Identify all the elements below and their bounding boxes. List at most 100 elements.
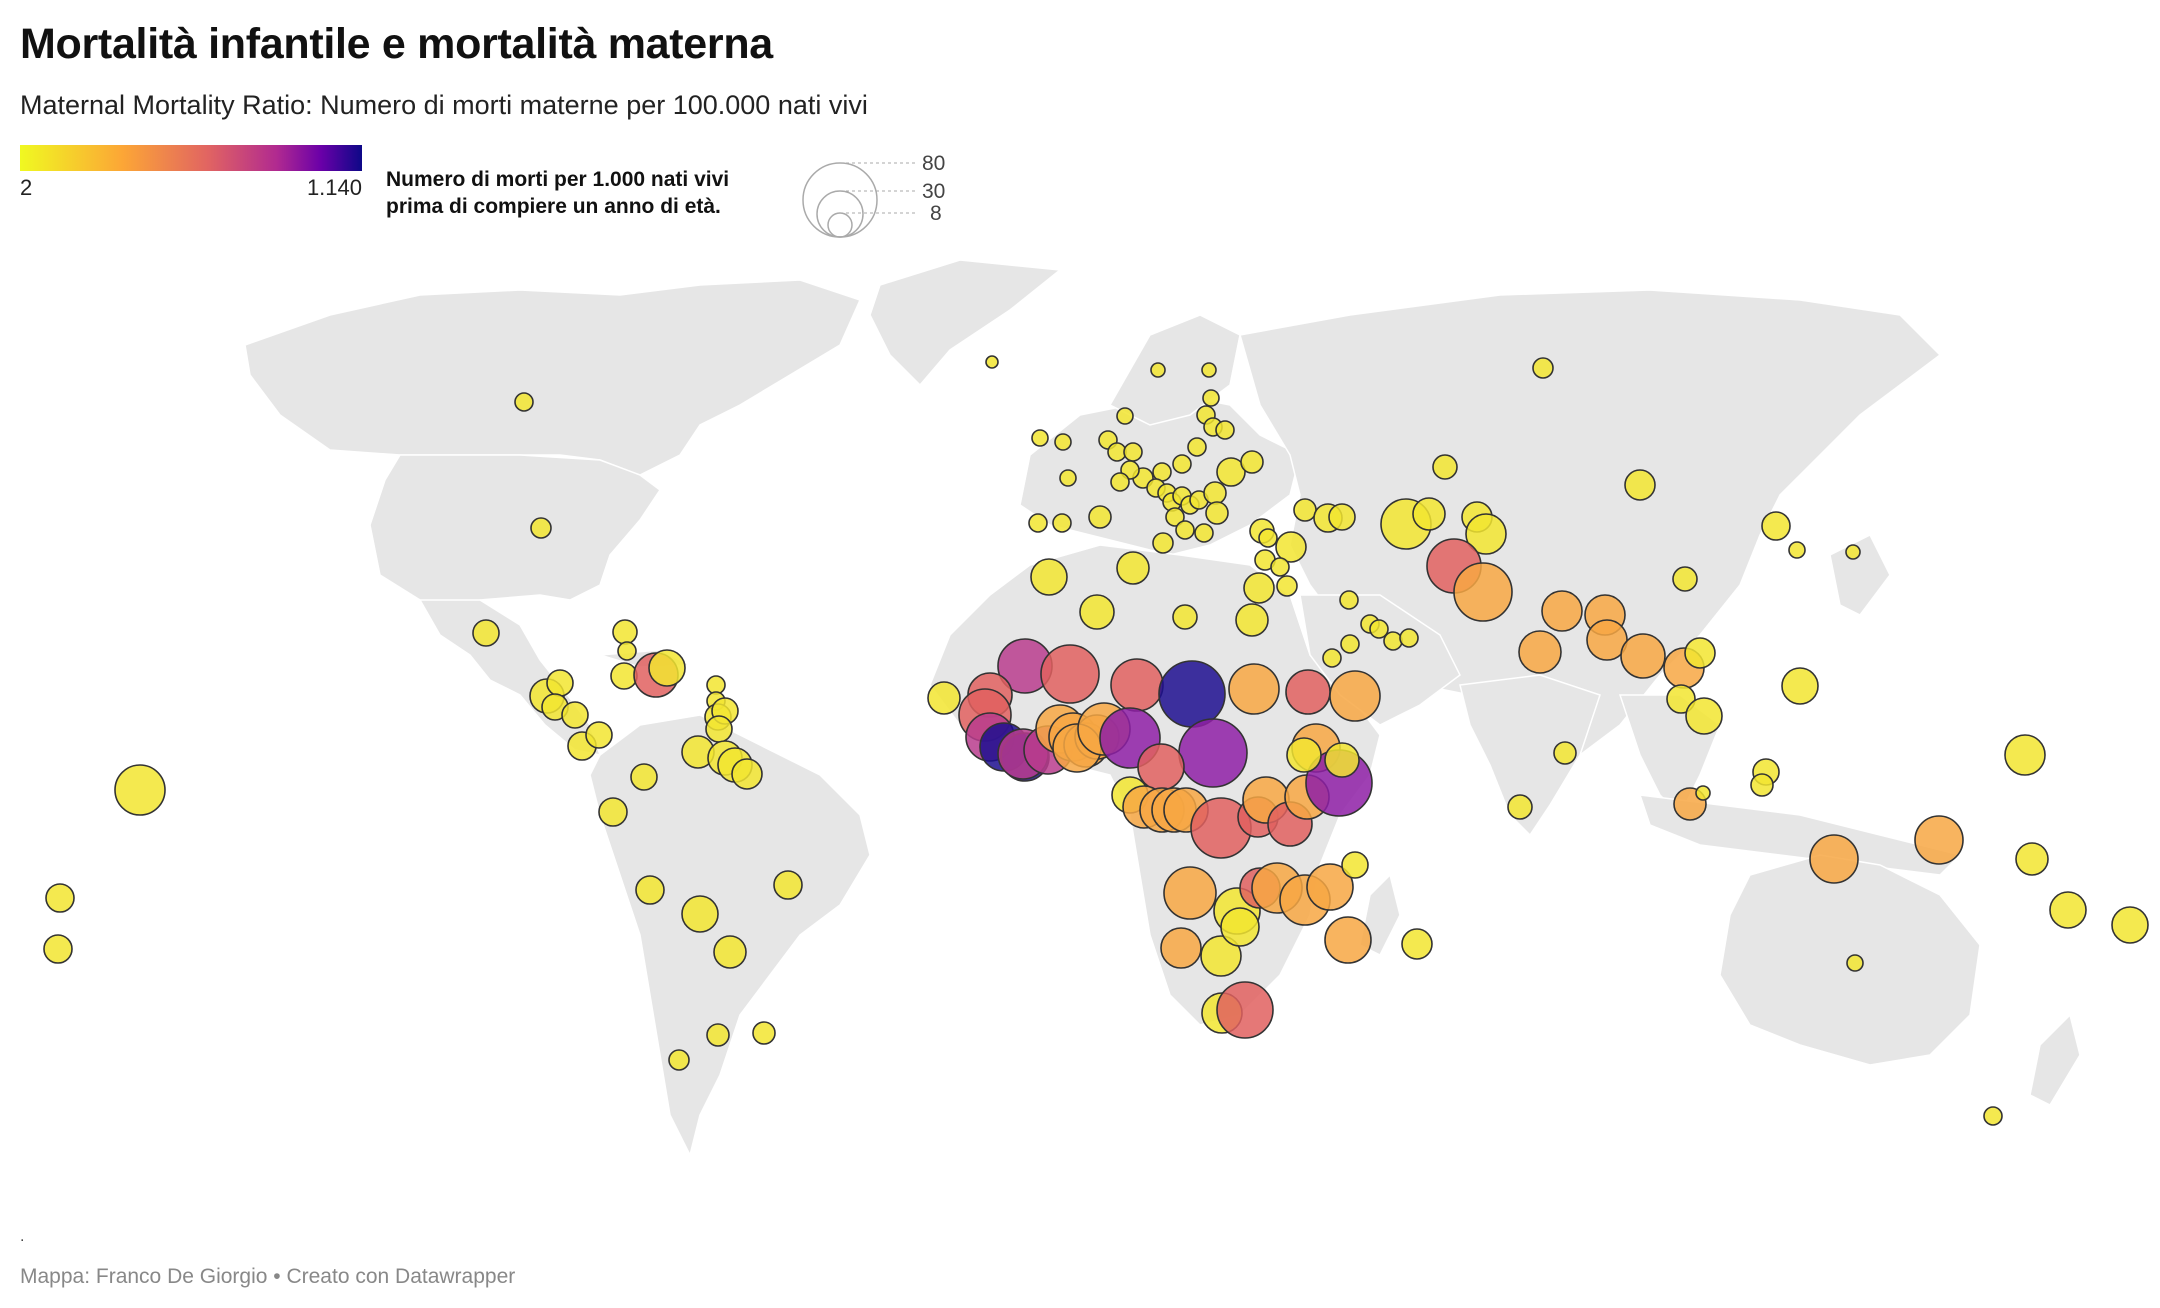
country-bubble[interactable]: [472, 619, 500, 647]
country-bubble[interactable]: [1324, 916, 1372, 964]
country-bubble[interactable]: [1465, 513, 1507, 555]
country-bubble[interactable]: [1220, 907, 1260, 947]
country-bubble[interactable]: [648, 649, 686, 687]
country-bubble[interactable]: [1031, 429, 1049, 447]
country-bubble[interactable]: [1306, 863, 1354, 911]
country-bubble[interactable]: [1030, 558, 1068, 596]
country-bubble[interactable]: [1322, 648, 1342, 668]
country-bubble[interactable]: [1187, 437, 1207, 457]
country-bubble[interactable]: [1163, 866, 1217, 920]
country-bubble[interactable]: [1809, 834, 1859, 884]
country-bubble[interactable]: [1340, 634, 1360, 654]
country-bubble[interactable]: [2015, 842, 2049, 876]
country-bubble[interactable]: [1788, 541, 1806, 559]
country-bubble[interactable]: [1172, 604, 1198, 630]
country-bubble[interactable]: [1165, 507, 1185, 527]
country-bubble[interactable]: [706, 1023, 730, 1047]
country-bubble[interactable]: [1684, 637, 1716, 669]
country-bubble[interactable]: [45, 883, 75, 913]
country-bubble[interactable]: [1761, 511, 1791, 541]
country-bubble[interactable]: [985, 355, 999, 369]
country-bubble[interactable]: [1750, 773, 1774, 797]
country-bubble[interactable]: [1137, 743, 1185, 791]
country-bubble[interactable]: [1110, 658, 1164, 712]
country-bubble[interactable]: [1160, 927, 1202, 969]
country-bubble[interactable]: [630, 763, 658, 791]
country-bubble[interactable]: [617, 641, 637, 661]
country-bubble[interactable]: [1202, 389, 1220, 407]
country-bubble[interactable]: [2111, 906, 2149, 944]
country-bubble[interactable]: [1914, 815, 1964, 865]
country-bubble[interactable]: [773, 870, 803, 900]
country-bubble[interactable]: [1401, 928, 1433, 960]
country-bubble[interactable]: [612, 619, 638, 645]
country-bubble[interactable]: [1293, 498, 1317, 522]
country-bubble[interactable]: [1152, 532, 1174, 554]
country-bubble[interactable]: [2049, 891, 2087, 929]
country-bubble[interactable]: [114, 764, 166, 816]
country-bubble[interactable]: [1532, 357, 1554, 379]
country-bubble[interactable]: [43, 934, 73, 964]
country-bubble[interactable]: [1276, 575, 1298, 597]
country-bubble[interactable]: [1695, 785, 1711, 801]
country-bubble[interactable]: [1275, 531, 1307, 563]
country-bubble[interactable]: [681, 895, 719, 933]
country-bubble[interactable]: [1079, 594, 1115, 630]
country-bubble[interactable]: [731, 758, 763, 790]
country-bubble[interactable]: [1116, 551, 1150, 585]
country-bubble[interactable]: [1369, 619, 1389, 639]
country-bubble[interactable]: [1507, 794, 1533, 820]
country-bubble[interactable]: [1328, 503, 1356, 531]
country-bubble[interactable]: [1172, 454, 1192, 474]
country-bubble[interactable]: [1216, 981, 1274, 1039]
country-bubble[interactable]: [1216, 457, 1246, 487]
country-bubble[interactable]: [1685, 697, 1723, 735]
country-bubble[interactable]: [1150, 362, 1166, 378]
country-bubble[interactable]: [585, 721, 613, 749]
country-bubble[interactable]: [1116, 407, 1134, 425]
country-bubble[interactable]: [1383, 631, 1403, 651]
country-bubble[interactable]: [1178, 718, 1248, 788]
country-bubble[interactable]: [1175, 520, 1195, 540]
country-bubble[interactable]: [1215, 420, 1235, 440]
country-bubble[interactable]: [1620, 633, 1666, 679]
country-bubble[interactable]: [1194, 523, 1214, 543]
country-bubble[interactable]: [1399, 628, 1419, 648]
country-bubble[interactable]: [1432, 454, 1458, 480]
country-bubble[interactable]: [668, 1049, 690, 1071]
country-bubble[interactable]: [1258, 528, 1278, 548]
country-bubble[interactable]: [1123, 442, 1143, 462]
country-bubble[interactable]: [546, 669, 574, 697]
country-bubble[interactable]: [1666, 684, 1696, 714]
country-bubble[interactable]: [1553, 741, 1577, 765]
country-bubble[interactable]: [713, 935, 747, 969]
country-bubble[interactable]: [1672, 566, 1698, 592]
country-bubble[interactable]: [1235, 603, 1269, 637]
country-bubble[interactable]: [1201, 362, 1217, 378]
country-bubble[interactable]: [1412, 497, 1446, 531]
country-bubble[interactable]: [1518, 630, 1562, 674]
country-bubble[interactable]: [1040, 644, 1100, 704]
country-bubble[interactable]: [1541, 590, 1583, 632]
country-bubble[interactable]: [1845, 544, 1861, 560]
country-bubble[interactable]: [1228, 663, 1280, 715]
country-bubble[interactable]: [752, 1021, 776, 1045]
country-bubble[interactable]: [635, 875, 665, 905]
country-bubble[interactable]: [1205, 501, 1229, 525]
country-bubble[interactable]: [1200, 935, 1242, 977]
country-bubble[interactable]: [598, 797, 628, 827]
country-bubble[interactable]: [1341, 851, 1369, 879]
country-bubble[interactable]: [1110, 472, 1130, 492]
country-bubble[interactable]: [1240, 450, 1264, 474]
country-bubble[interactable]: [1052, 513, 1072, 533]
country-bubble[interactable]: [1158, 660, 1226, 728]
country-bubble[interactable]: [705, 715, 733, 743]
country-bubble[interactable]: [1624, 469, 1656, 501]
country-bubble[interactable]: [1453, 562, 1513, 622]
country-bubble[interactable]: [1329, 670, 1381, 722]
country-bubble[interactable]: [2004, 734, 2046, 776]
country-bubble[interactable]: [1203, 481, 1227, 505]
country-bubble[interactable]: [1028, 513, 1048, 533]
country-bubble[interactable]: [610, 662, 638, 690]
country-bubble[interactable]: [1781, 667, 1819, 705]
